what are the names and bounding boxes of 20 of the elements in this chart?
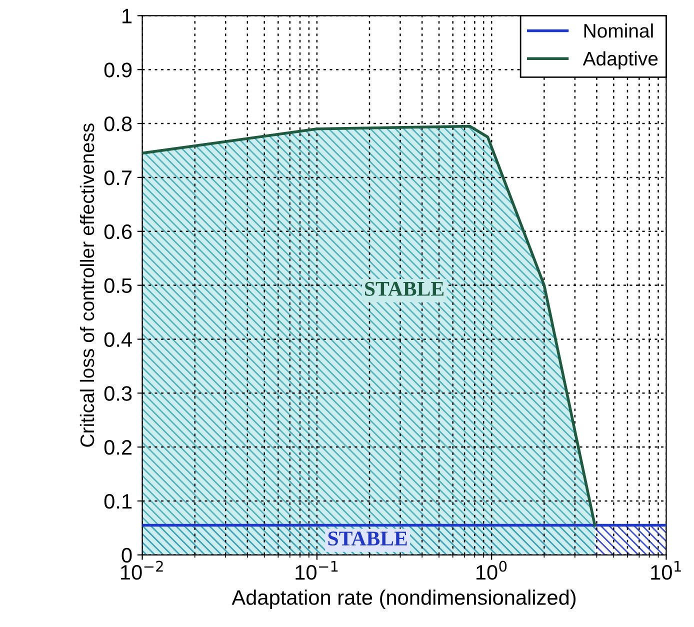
x-axis-title: Adaptation rate (nondimensionalized) (232, 590, 576, 610)
y-tick-label: 0.1 (104, 494, 132, 509)
y-tick-label: 0.5 (104, 278, 132, 294)
y-tick-label: 0.4 (104, 332, 132, 347)
x-tick-label: 10$^{1}$ (651, 560, 681, 580)
y-tick-label: 0.8 (104, 116, 132, 132)
y-tick-label: 0.3 (104, 386, 132, 401)
y-tick-label: 0 (122, 548, 132, 563)
y-tick-label: 0.7 (104, 170, 132, 186)
y-tick-label: 0.9 (104, 62, 132, 78)
y-axis-title: Critical loss of controller effectiveness (80, 124, 94, 447)
x-tick-label: 10$^{0}$ (476, 560, 507, 580)
annotation: STABLE (365, 282, 444, 296)
legend-label: Adaptive (582, 51, 658, 70)
y-tick-label: 1 (122, 8, 132, 24)
legend-label: Nominal (584, 23, 653, 38)
y-tick-label: 0.6 (104, 224, 132, 240)
x-tick-label: 10$^{−1}$ (296, 560, 338, 580)
annotation: STABLE (328, 532, 407, 546)
y-tick-label: 0.2 (104, 440, 132, 455)
